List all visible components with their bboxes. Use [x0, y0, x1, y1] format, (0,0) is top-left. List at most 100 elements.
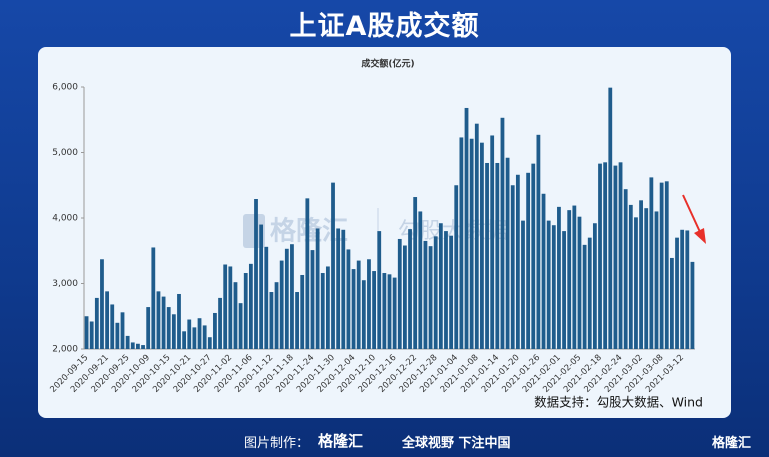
- bar: [238, 303, 243, 349]
- footer-brand: 格隆汇: [318, 432, 364, 450]
- bar: [408, 229, 412, 349]
- bar: [459, 137, 464, 349]
- bar: [110, 304, 115, 349]
- y-tick-label: 4,000: [52, 214, 78, 224]
- bar: [161, 296, 166, 349]
- bar: [690, 261, 695, 349]
- bar: [351, 269, 356, 349]
- bar: [346, 249, 351, 349]
- bar: [531, 163, 536, 349]
- bar: [372, 271, 376, 349]
- bar: [485, 162, 489, 349]
- bar: [510, 185, 515, 349]
- bar: [192, 327, 197, 349]
- bar: [480, 142, 484, 349]
- bar: [207, 337, 212, 349]
- bar: [331, 182, 335, 349]
- bar: [341, 229, 346, 349]
- bar: [562, 231, 566, 349]
- bar: [623, 189, 628, 349]
- bar: [474, 123, 479, 350]
- bar: [290, 244, 294, 349]
- bar: [521, 220, 525, 349]
- bar: [567, 210, 572, 349]
- bar: [254, 199, 258, 349]
- bar: [89, 321, 94, 349]
- bar: [654, 211, 659, 349]
- bar: [315, 228, 320, 349]
- bar: [243, 273, 248, 349]
- footer-corner: 格隆汇: [712, 436, 752, 451]
- bar: [428, 246, 433, 349]
- bar: [141, 345, 145, 349]
- bar: [649, 177, 654, 349]
- bar: [664, 181, 669, 349]
- bar: [541, 193, 546, 349]
- bar: [264, 246, 269, 349]
- bar: [413, 197, 418, 349]
- bar: [361, 280, 366, 349]
- bar: [310, 250, 315, 349]
- bar: [603, 162, 608, 349]
- bar: [136, 343, 140, 349]
- bar: [490, 135, 495, 349]
- bar: [146, 307, 151, 349]
- bar: [300, 274, 305, 349]
- bar: [284, 248, 289, 349]
- bar: [156, 291, 161, 349]
- bar: [213, 312, 217, 349]
- bar: [397, 238, 402, 349]
- bar: [680, 229, 685, 349]
- bar: [639, 200, 643, 349]
- bar: [418, 211, 423, 349]
- bar: [526, 172, 531, 349]
- bar: [659, 182, 664, 349]
- bar: [587, 237, 592, 349]
- arrow: [682, 194, 706, 244]
- bar: [228, 266, 233, 349]
- bar: [505, 157, 510, 349]
- bar: [248, 263, 253, 349]
- bar: [628, 204, 633, 349]
- bar: [125, 335, 130, 349]
- bar: [454, 185, 459, 349]
- bar: [130, 342, 135, 349]
- bar: [94, 297, 99, 349]
- bar: [557, 206, 561, 349]
- bar: [444, 231, 448, 349]
- bar: [279, 260, 284, 349]
- bar: [685, 230, 690, 349]
- bar: [634, 217, 638, 349]
- bar: [120, 312, 125, 349]
- bar: [403, 245, 407, 349]
- bar: [546, 220, 551, 349]
- bar: [449, 235, 454, 349]
- bar: [218, 297, 222, 349]
- source-note: 数据支持：勾股大数据、Wind: [534, 395, 703, 410]
- footer-slogan: 全球视野 下注中国: [402, 436, 511, 451]
- bar: [618, 162, 623, 349]
- bar: [608, 87, 613, 349]
- bar: [500, 117, 505, 349]
- y-tick-label: 3,000: [52, 279, 78, 289]
- bar: [572, 205, 577, 349]
- header-title: 上证A股成交额: [289, 11, 480, 42]
- bar: [197, 318, 202, 349]
- bar: [274, 282, 279, 349]
- bar: [536, 134, 541, 349]
- bar: [433, 236, 438, 349]
- bar: [166, 307, 171, 349]
- bar: [469, 138, 474, 349]
- bar: [367, 259, 371, 349]
- bar: [259, 224, 264, 349]
- bar: [305, 198, 310, 349]
- bar: [675, 237, 679, 349]
- chart: 格隆汇 勾股大数据 成交额(亿元) 数据支持：勾股大数据、Wind 2,0003…: [48, 58, 706, 410]
- bar: [582, 244, 587, 349]
- bar: [336, 228, 341, 349]
- y-tick-label: 5,000: [52, 148, 78, 158]
- bar: [669, 257, 674, 349]
- bar: [382, 273, 387, 349]
- bar: [644, 208, 649, 349]
